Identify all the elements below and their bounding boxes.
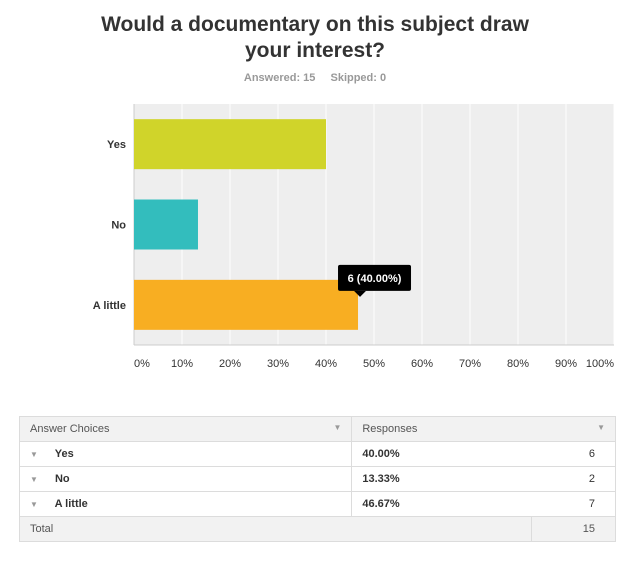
table-row: ▼ No 13.33% 2	[18, 466, 616, 492]
tooltip-pointer	[354, 290, 367, 297]
percent-cell: 46.67%	[351, 491, 532, 517]
expand-caret-icon[interactable]: ▼	[30, 449, 38, 459]
title-line-2: your interest?	[244, 39, 386, 62]
count-cell: 2	[531, 466, 616, 492]
responses-header-label: Responses	[362, 423, 418, 435]
response-meta: Answered: 15 Skipped: 0	[0, 72, 630, 84]
choice-label: Yes	[54, 448, 74, 460]
percent-cell: 40.00%	[351, 441, 532, 467]
bar-yes[interactable]	[134, 119, 326, 170]
sort-caret-icon[interactable]: ▼	[597, 423, 605, 432]
x-tick-label: 100%	[586, 358, 614, 370]
x-tick-label: 60%	[411, 358, 433, 370]
skipped-count: Skipped: 0	[330, 72, 387, 84]
bar-no[interactable]	[134, 199, 198, 250]
total-row: Total 15	[18, 516, 616, 542]
count-cell: 7	[531, 491, 616, 517]
table-row: ▼ Yes 40.00% 6	[18, 441, 616, 467]
responses-header[interactable]: Responses ▼	[351, 416, 616, 442]
bar-chart: Yes No A little 0% 10% 20% 30% 40% 50% 60% 70% 80%…	[93, 104, 615, 370]
choice-cell: ▼ Yes	[18, 441, 353, 467]
answered-count: Answered: 15	[243, 72, 316, 84]
x-tick-label: 80%	[507, 358, 529, 370]
category-label: A little	[93, 300, 126, 312]
x-tick-label: 20%	[219, 358, 241, 370]
responses-table: Answer Choices ▼ Responses ▼ ▼ Yes 40.00…	[18, 416, 616, 542]
bar-a-little[interactable]	[134, 279, 359, 330]
total-value: 15	[531, 516, 616, 542]
choice-label: A little	[54, 498, 88, 510]
bars[interactable]	[134, 119, 359, 330]
category-label: No	[111, 220, 126, 232]
x-tick-labels: 0% 10% 20% 30% 40% 50% 60% 70% 80% 90% 100%	[134, 358, 614, 370]
answer-choices-header[interactable]: Answer Choices ▼	[18, 416, 353, 442]
bar-tooltip: 6 (40.00%)	[338, 264, 412, 297]
title-line-1: Would a documentary on this subject draw	[101, 13, 529, 36]
table-row: ▼ A little 46.67% 7	[18, 491, 616, 517]
table-header-row: Answer Choices ▼ Responses ▼	[18, 416, 616, 442]
tooltip-text: 6 (40.00%)	[348, 273, 402, 285]
x-tick-label: 30%	[267, 358, 289, 370]
total-label: Total	[18, 516, 533, 542]
sort-caret-icon[interactable]: ▼	[333, 423, 342, 432]
x-tick-label: 50%	[363, 358, 385, 370]
choice-cell: ▼ A little	[18, 491, 353, 517]
x-tick-label: 40%	[315, 358, 337, 370]
choice-label: No	[54, 473, 70, 485]
x-tick-label: 0%	[134, 358, 150, 370]
expand-caret-icon[interactable]: ▼	[30, 474, 38, 484]
tooltip-box	[338, 264, 412, 291]
answer-choices-header-label: Answer Choices	[30, 423, 110, 435]
x-tick-label: 10%	[171, 358, 193, 370]
category-label: Yes	[107, 139, 126, 151]
percent-cell: 13.33%	[351, 466, 532, 492]
expand-caret-icon[interactable]: ▼	[30, 499, 38, 509]
category-labels: Yes No A little	[93, 139, 126, 312]
count-cell: 6	[531, 441, 616, 467]
choice-cell: ▼ No	[18, 466, 353, 492]
chart-title: Would a documentary on this subject draw…	[0, 12, 630, 64]
x-tick-label: 70%	[459, 358, 481, 370]
x-tick-label: 90%	[555, 358, 577, 370]
